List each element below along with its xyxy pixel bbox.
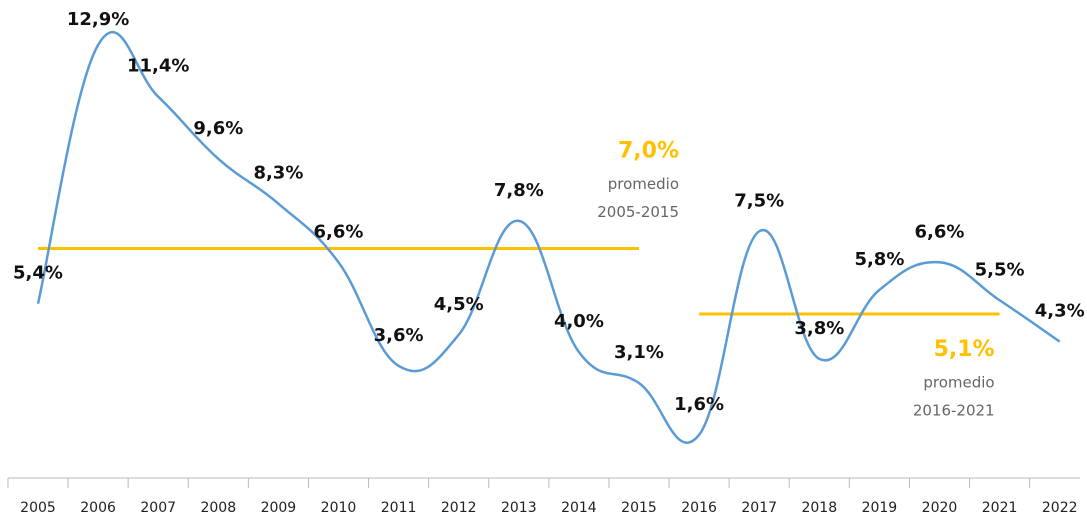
x-tick-label: 2018 xyxy=(801,500,837,516)
data-label: 4,0% xyxy=(554,311,604,332)
data-label: 5,4% xyxy=(13,263,63,284)
x-tick-label: 2015 xyxy=(621,500,657,516)
x-tick-label: 2010 xyxy=(321,500,357,516)
average-text: promedio xyxy=(608,175,679,193)
data-label: 11,4% xyxy=(127,56,189,77)
x-tick-label: 2017 xyxy=(741,500,777,516)
x-tick-label: 2006 xyxy=(80,500,116,516)
x-tick-label: 2007 xyxy=(140,500,176,516)
data-label: 3,8% xyxy=(794,318,844,339)
x-tick-label: 2013 xyxy=(501,500,537,516)
x-tick-label: 2008 xyxy=(200,500,236,516)
average-label: 5,1% xyxy=(934,337,995,362)
x-tick-label: 2020 xyxy=(922,500,958,516)
data-label: 6,6% xyxy=(314,221,364,242)
x-tick-label: 2021 xyxy=(982,500,1018,516)
data-label: 3,6% xyxy=(374,325,424,346)
data-label: 4,3% xyxy=(1035,301,1085,322)
data-label: 4,5% xyxy=(434,294,484,315)
x-tick-label: 2022 xyxy=(1042,500,1078,516)
x-tick-label: 2019 xyxy=(862,500,898,516)
data-label: 1,6% xyxy=(674,394,724,415)
data-label: 7,5% xyxy=(734,190,784,211)
x-tick-label: 2016 xyxy=(681,500,717,516)
average-period: 2016-2021 xyxy=(913,402,995,420)
data-label: 8,3% xyxy=(253,163,303,184)
average-period: 2005-2015 xyxy=(597,203,679,221)
data-label: 9,6% xyxy=(193,118,243,139)
data-label: 6,6% xyxy=(915,221,965,242)
x-tick-label: 2005 xyxy=(20,500,56,516)
data-label: 5,5% xyxy=(975,259,1025,280)
average-label: 7,0% xyxy=(618,139,679,164)
x-tick-label: 2011 xyxy=(381,500,417,516)
x-tick-label: 2009 xyxy=(261,500,297,516)
data-line xyxy=(36,30,1061,444)
average-text: promedio xyxy=(923,374,994,392)
x-tick-label: 2014 xyxy=(561,500,597,516)
data-label: 7,8% xyxy=(494,180,544,201)
data-label: 5,8% xyxy=(854,249,904,270)
x-tick-label: 2012 xyxy=(441,500,477,516)
data-label: 12,9% xyxy=(67,9,129,30)
data-label: 3,1% xyxy=(614,342,664,363)
